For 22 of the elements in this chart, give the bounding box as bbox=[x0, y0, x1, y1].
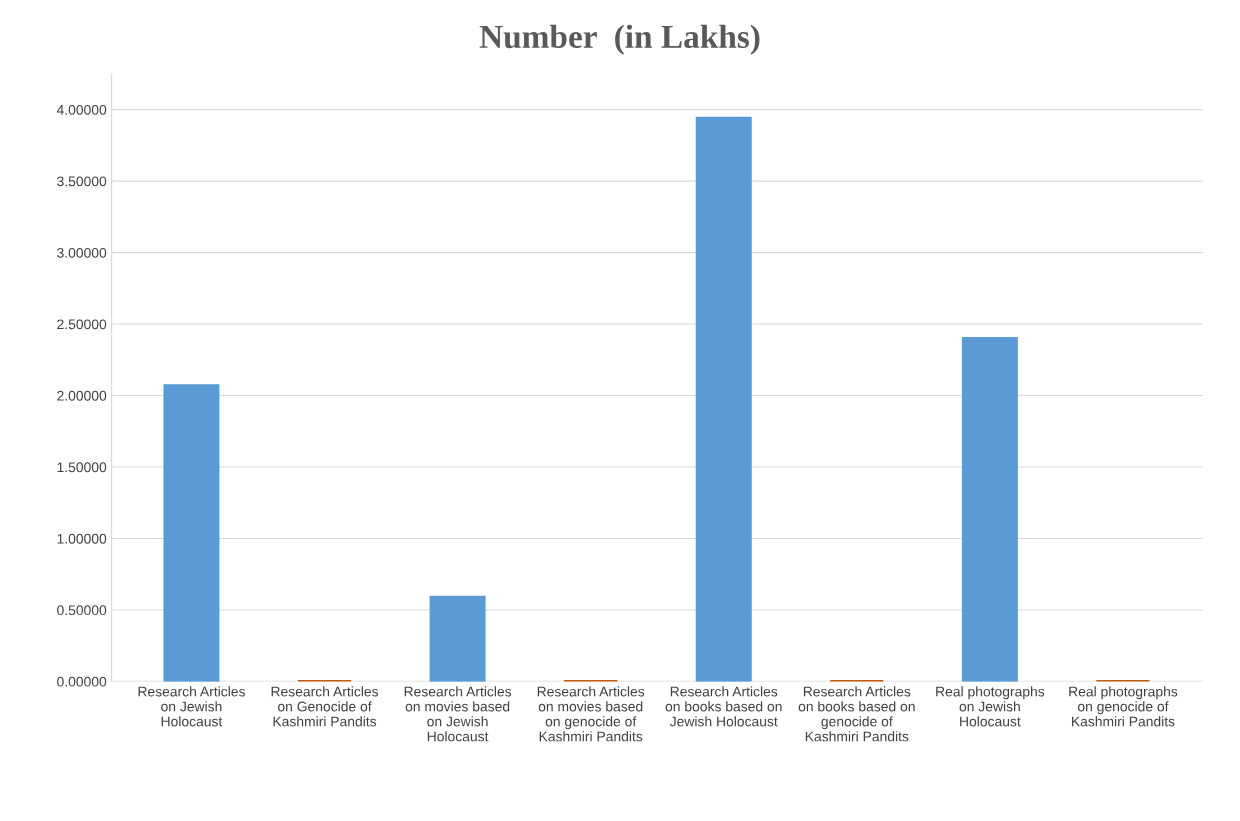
bar bbox=[163, 384, 220, 682]
x-tick-label: Research Articles on movies based on Jewish Holocaust bbox=[404, 686, 512, 742]
y-tick-label: 2.50000 bbox=[57, 319, 107, 330]
y-tick-label: 0.00000 bbox=[57, 676, 107, 687]
bar bbox=[961, 336, 1018, 682]
bar bbox=[429, 595, 486, 682]
x-tick-label: Real photographs on genocide of Kashmiri Pandits bbox=[1069, 686, 1178, 727]
y-tick-label: 1.00000 bbox=[57, 533, 107, 544]
x-tick-label: Real photographs on Jewish Holocaust bbox=[936, 686, 1045, 727]
x-tick-label: Research Articles on books based on Jewish Holocaust bbox=[665, 686, 782, 727]
x-tick-label: Research Articles on books based on genocide of Kashmiri Pandits bbox=[798, 686, 915, 742]
bar bbox=[695, 116, 752, 682]
y-tick-label: 0.50000 bbox=[57, 605, 107, 616]
y-tick-label: 1.50000 bbox=[57, 462, 107, 473]
chart-title: Number (in Lakhs) bbox=[479, 24, 760, 55]
y-tick-label: 4.00000 bbox=[56, 104, 107, 115]
y-tick-label: 2.00000 bbox=[57, 390, 107, 401]
y-tick-label: 3.00000 bbox=[57, 247, 107, 258]
y-tick-label: 3.50000 bbox=[57, 176, 107, 187]
x-tick-label: Research Articles on Jewish Holocaust bbox=[138, 686, 245, 727]
x-tick-label: Research Articles on Genocide of Kashmiri Pandits bbox=[271, 686, 379, 727]
x-tick-label: Research Articles on movies based on genocide of Kashmiri Pandits bbox=[537, 686, 645, 742]
